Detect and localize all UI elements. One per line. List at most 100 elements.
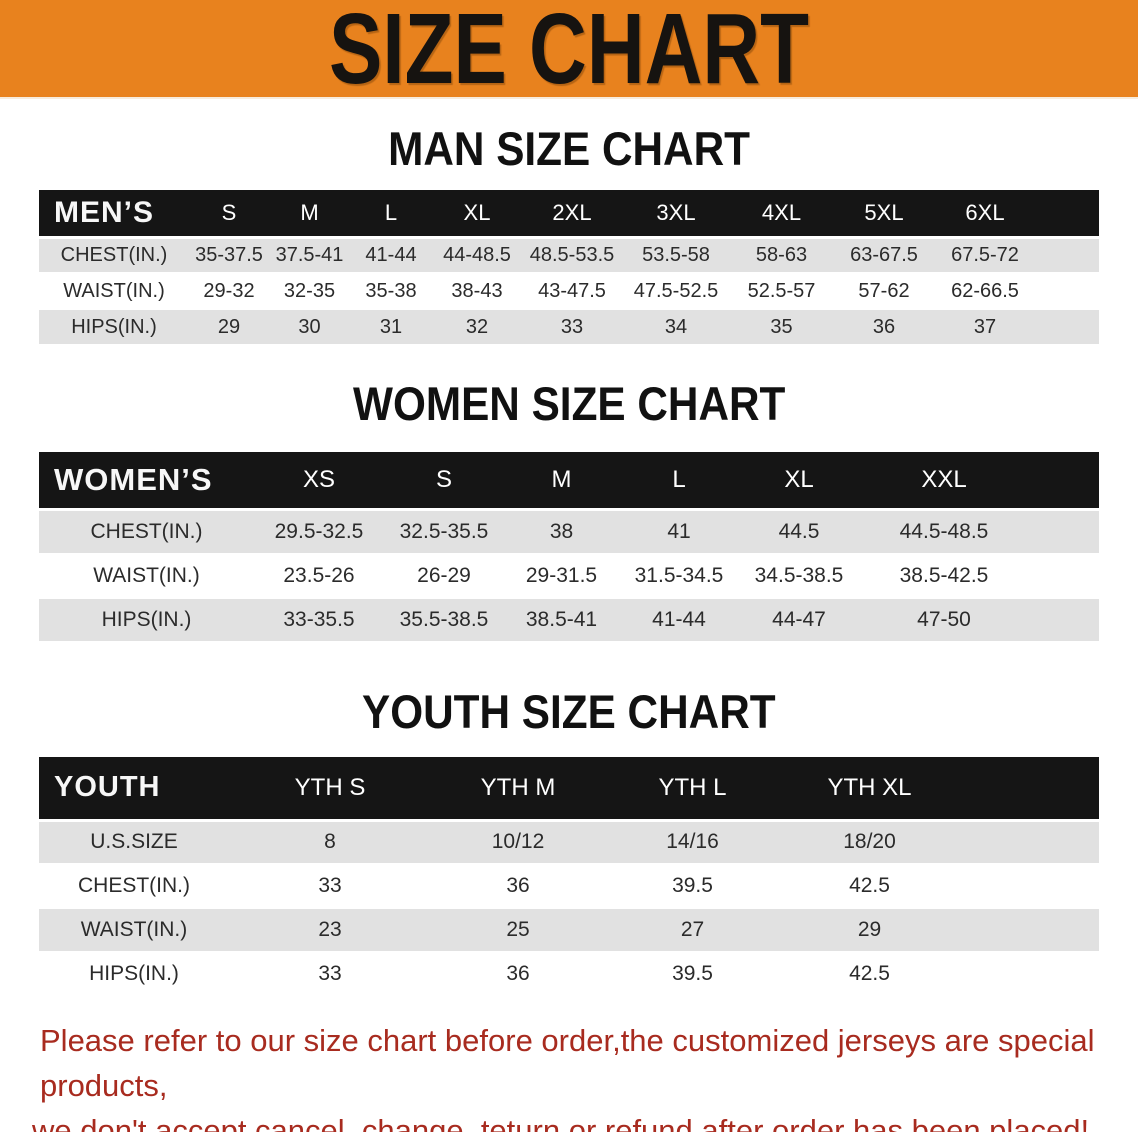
size-column-header: 2XL: [522, 190, 622, 239]
size-value-cell: 10/12: [431, 820, 605, 866]
row-label-cell: WAIST(IN.): [39, 908, 229, 954]
size-value-cell: 23.5-26: [254, 553, 384, 599]
filler-cell: [959, 908, 1099, 954]
size-value-cell: 41-44: [350, 237, 432, 275]
size-column-header: YTH M: [431, 757, 605, 822]
size-value-cell: 67.5-72: [935, 237, 1035, 275]
size-column-header: 5XL: [833, 190, 935, 239]
size-value-cell: 36: [833, 309, 935, 347]
size-column-header: XXL: [859, 451, 1029, 512]
size-value-cell: 57-62: [833, 273, 935, 311]
row-label-cell: CHEST(IN.): [39, 509, 254, 555]
youth-size-table: YOUTH YTH S YTH M YTH L YTH XL U.S.SIZE 8 10/12…: [39, 757, 1099, 998]
size-value-cell: 38.5-42.5: [859, 553, 1029, 599]
banner-title: SIZE CHART: [329, 0, 809, 105]
size-value-cell: 29-31.5: [504, 553, 619, 599]
size-value-cell: 38: [504, 509, 619, 555]
filler-cell: [959, 952, 1099, 998]
filler-cell: [1035, 309, 1099, 347]
table-row: HIPS(IN.) 33 36 39.5 42.5: [39, 952, 1099, 998]
size-column-header: XL: [739, 451, 859, 512]
size-value-cell: 35-38: [350, 273, 432, 311]
size-column-header: 3XL: [622, 190, 730, 239]
size-value-cell: 34.5-38.5: [739, 553, 859, 599]
policy-note: Please refer to our size chart before or…: [32, 1018, 1118, 1132]
size-value-cell: 37: [935, 309, 1035, 347]
size-value-cell: 42.5: [780, 864, 959, 910]
table-row: CHEST(IN.) 35-37.5 37.5-41 41-44 44-48.5 48.5…: [39, 237, 1099, 275]
men-section-title: MAN SIZE CHART: [0, 122, 1138, 175]
table-row: WAIST(IN.) 29-32 32-35 35-38 38-43 43-47.5 47.…: [39, 273, 1099, 311]
size-column-header: L: [350, 190, 432, 239]
size-value-cell: 62-66.5: [935, 273, 1035, 311]
size-value-cell: 44-47: [739, 597, 859, 643]
size-value-cell: 25: [431, 908, 605, 954]
size-value-cell: 8: [229, 820, 431, 866]
filler-cell: [1029, 553, 1099, 599]
size-value-cell: 58-63: [730, 237, 833, 275]
table-row: CHEST(IN.) 29.5-32.5 32.5-35.5 38 41 44.5 44.5…: [39, 509, 1099, 555]
size-value-cell: 38-43: [432, 273, 522, 311]
size-value-cell: 18/20: [780, 820, 959, 866]
size-value-cell: 41: [619, 509, 739, 555]
filler-cell: [1029, 597, 1099, 643]
women-size-table: WOMEN’S XS S M L XL XXL CHEST(IN.) 29.5-32.5 32.5…: [39, 451, 1099, 643]
size-column-header: 6XL: [935, 190, 1035, 239]
size-value-cell: 29-32: [189, 273, 269, 311]
size-value-cell: 33: [229, 952, 431, 998]
size-value-cell: 37.5-41: [269, 237, 350, 275]
size-value-cell: 29.5-32.5: [254, 509, 384, 555]
size-value-cell: 29: [780, 908, 959, 954]
size-column-header: XL: [432, 190, 522, 239]
size-value-cell: 44-48.5: [432, 237, 522, 275]
size-value-cell: 53.5-58: [622, 237, 730, 275]
size-column-header: YTH S: [229, 757, 431, 822]
youth-section-title-text: YOUTH SIZE CHART: [362, 684, 776, 738]
size-value-cell: 39.5: [605, 952, 780, 998]
row-label-cell: WAIST(IN.): [39, 273, 189, 311]
size-column-header: S: [384, 451, 504, 512]
size-value-cell: 32.5-35.5: [384, 509, 504, 555]
size-value-cell: 43-47.5: [522, 273, 622, 311]
size-value-cell: 48.5-53.5: [522, 237, 622, 275]
size-value-cell: 14/16: [605, 820, 780, 866]
size-column-header: 4XL: [730, 190, 833, 239]
size-value-cell: 47-50: [859, 597, 1029, 643]
size-column-header: L: [619, 451, 739, 512]
filler-cell: [1029, 451, 1099, 512]
size-value-cell: 39.5: [605, 864, 780, 910]
filler-cell: [959, 864, 1099, 910]
row-label-cell: HIPS(IN.): [39, 597, 254, 643]
filler-cell: [1035, 237, 1099, 275]
banner: SIZE CHART: [0, 0, 1138, 99]
women-section-title-text: WOMEN SIZE CHART: [352, 377, 786, 431]
size-column-header: YTH L: [605, 757, 780, 822]
table-row: HIPS(IN.) 33-35.5 35.5-38.5 38.5-41 41-44 44-…: [39, 597, 1099, 643]
filler-cell: [959, 820, 1099, 866]
table-row: CHEST(IN.) 33 36 39.5 42.5: [39, 864, 1099, 910]
size-column-header: XS: [254, 451, 384, 512]
size-value-cell: 44.5: [739, 509, 859, 555]
men-size-table: MEN’S S M L XL 2XL 3XL 4XL 5XL 6XL CHEST(IN.) 35-37…: [39, 190, 1099, 347]
size-value-cell: 30: [269, 309, 350, 347]
men-section-title-text: MAN SIZE CHART: [388, 122, 750, 175]
table-row: U.S.SIZE 8 10/12 14/16 18/20: [39, 820, 1099, 866]
group-label-cell: YOUTH: [39, 757, 229, 822]
size-value-cell: 31.5-34.5: [619, 553, 739, 599]
size-value-cell: 63-67.5: [833, 237, 935, 275]
row-label-cell: U.S.SIZE: [39, 820, 229, 866]
women-section-title: WOMEN SIZE CHART: [0, 377, 1138, 431]
size-value-cell: 36: [431, 952, 605, 998]
size-column-header: M: [504, 451, 619, 512]
row-label-cell: CHEST(IN.): [39, 237, 189, 275]
size-value-cell: 35.5-38.5: [384, 597, 504, 643]
size-value-cell: 52.5-57: [730, 273, 833, 311]
size-value-cell: 41-44: [619, 597, 739, 643]
size-value-cell: 32-35: [269, 273, 350, 311]
size-column-header: M: [269, 190, 350, 239]
filler-cell: [1035, 190, 1099, 239]
table-row: WAIST(IN.) 23 25 27 29: [39, 908, 1099, 954]
youth-section-title: YOUTH SIZE CHART: [0, 684, 1138, 738]
size-value-cell: 33-35.5: [254, 597, 384, 643]
size-value-cell: 38.5-41: [504, 597, 619, 643]
